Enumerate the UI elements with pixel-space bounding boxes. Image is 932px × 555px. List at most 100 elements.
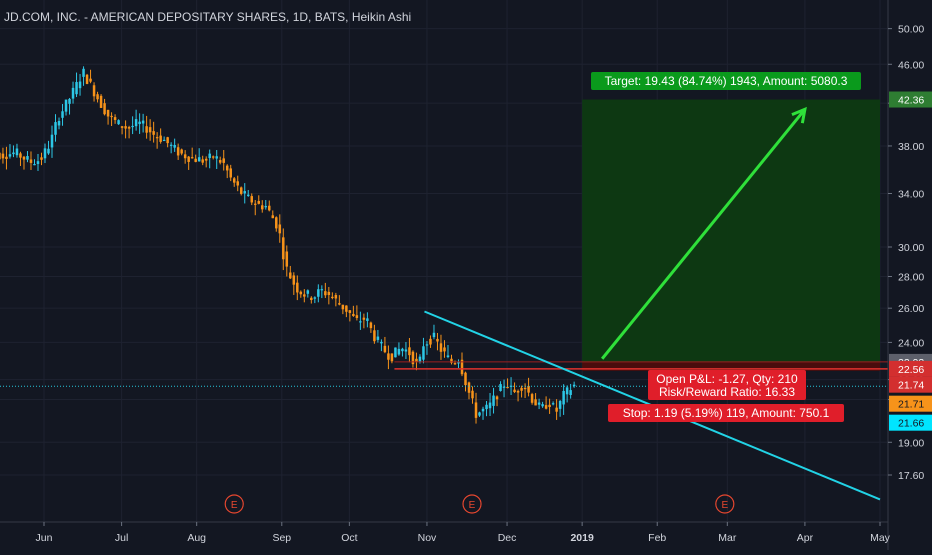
stop-label-bg — [608, 404, 844, 422]
candle-body — [110, 115, 113, 118]
candle-up — [134, 109, 138, 131]
candle-body — [324, 291, 327, 296]
candle-down — [85, 73, 89, 85]
candle-up — [432, 324, 436, 340]
candle-body — [380, 341, 383, 344]
candle-body — [43, 148, 47, 159]
earnings-marker[interactable] — [462, 494, 482, 514]
candle-body — [485, 404, 488, 410]
earnings-marker[interactable] — [224, 494, 244, 514]
candle-down — [439, 334, 443, 360]
price-badge-value: 22.56 — [898, 364, 924, 376]
y-tick-label: 38.00 — [898, 141, 924, 153]
candle-body — [96, 94, 99, 100]
candle-up — [492, 387, 495, 414]
candle-down — [443, 340, 446, 358]
candle-body — [148, 127, 152, 133]
candle-down — [436, 332, 439, 351]
candle-down — [5, 146, 8, 170]
candle-down — [278, 214, 282, 243]
candle-down — [383, 336, 387, 354]
candle-up — [306, 289, 310, 298]
candle-body — [257, 201, 261, 204]
candle-body — [89, 78, 92, 82]
earnings-marker-label: E — [231, 500, 238, 511]
candle-body — [348, 310, 352, 313]
candle-body — [113, 117, 117, 120]
earnings-marker[interactable] — [715, 494, 735, 514]
candle-body — [50, 134, 54, 148]
candle-up — [537, 398, 541, 410]
candle-body — [15, 148, 19, 156]
candle-body — [562, 390, 565, 405]
stop-zone[interactable] — [582, 361, 880, 371]
candle-body — [446, 355, 450, 357]
earnings-marker-label: E — [721, 500, 728, 511]
candle-body — [551, 403, 555, 405]
candle-body — [211, 156, 215, 158]
candle-down — [176, 143, 180, 160]
candle-body — [534, 399, 537, 406]
candle-body — [457, 362, 460, 364]
candle-up — [481, 406, 485, 420]
candle-body — [264, 206, 268, 208]
candle-down — [92, 82, 96, 102]
x-tick-label: 2019 — [570, 532, 594, 544]
candle-body — [229, 168, 232, 178]
candle-body — [190, 157, 194, 159]
candle-down — [250, 193, 253, 206]
candle-up — [246, 189, 250, 197]
candle-body — [124, 126, 127, 129]
candle-body — [250, 196, 253, 203]
candle-up — [33, 159, 36, 166]
rr-label: Risk/Reward Ratio: 16.33 — [659, 385, 795, 399]
candle-body — [236, 181, 239, 186]
candle-body — [275, 217, 278, 229]
candle-body — [383, 345, 387, 353]
price-badge-bg — [889, 91, 932, 108]
candle-up — [488, 392, 492, 416]
candle-down — [19, 151, 22, 166]
candle-down — [211, 155, 215, 160]
candle-body — [460, 359, 464, 375]
y-tick-label: 19.00 — [898, 437, 924, 449]
candle-body — [341, 304, 345, 310]
candle-body — [36, 161, 40, 164]
candle-body — [54, 122, 57, 135]
candle-down — [218, 156, 222, 165]
candle-body — [8, 154, 12, 157]
candle-body — [436, 338, 439, 342]
candle-up — [366, 312, 369, 328]
candle-down — [113, 114, 117, 124]
x-tick-label: Jul — [115, 532, 128, 544]
candle-up — [541, 401, 544, 408]
candle-up — [141, 113, 145, 133]
candle-body — [527, 385, 530, 393]
candle-down — [40, 152, 43, 166]
candle-down — [362, 313, 366, 329]
candle-body — [439, 343, 443, 352]
x-tick-label: Sep — [272, 532, 291, 544]
candle-body — [131, 125, 134, 128]
candle-body — [215, 156, 218, 159]
candle-down — [155, 132, 159, 149]
candle-body — [68, 98, 71, 104]
candle-up — [499, 381, 502, 392]
candle-body — [411, 351, 415, 365]
candle-body — [194, 158, 197, 162]
stop-label-text: Stop: 1.19 (5.19%) 119, Amount: 750.1 — [623, 406, 830, 420]
candle-body — [197, 157, 201, 162]
y-tick-label: 30.00 — [898, 242, 924, 254]
candle-up — [64, 99, 68, 116]
candle-down — [103, 98, 106, 116]
candle-up — [562, 384, 565, 415]
candle-body — [569, 390, 572, 395]
candle-down — [520, 385, 523, 398]
candle-down — [527, 377, 530, 397]
candle-body — [355, 315, 359, 319]
candle-body — [366, 318, 369, 321]
candle-body — [401, 348, 404, 352]
target-arrow[interactable] — [601, 108, 807, 360]
